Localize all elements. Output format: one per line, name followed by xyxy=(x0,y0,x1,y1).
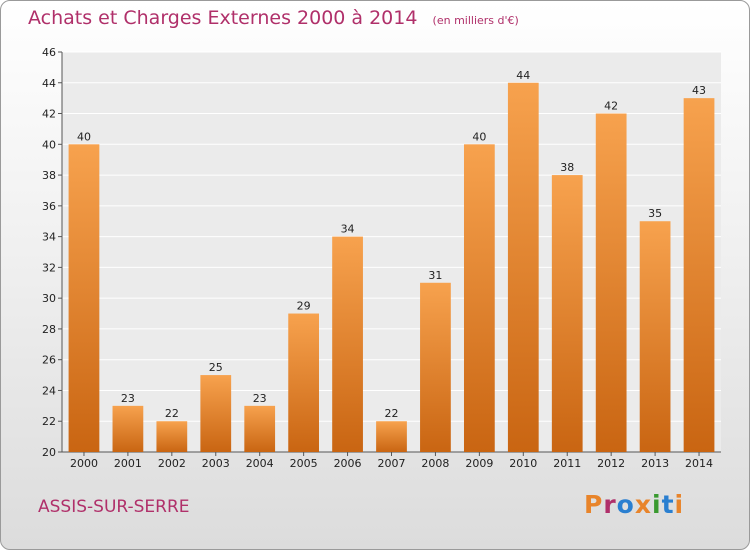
y-tick-label: 30 xyxy=(42,292,56,305)
title-row: Achats et Charges Externes 2000 à 2014 (… xyxy=(28,7,519,29)
x-tick-label-2011: 2011 xyxy=(553,457,581,470)
logo-letter: P xyxy=(584,490,604,519)
bar-2009 xyxy=(463,144,495,453)
y-tick-label: 44 xyxy=(42,77,56,90)
data-label-2005: 29 xyxy=(297,300,311,313)
y-tick-label: 34 xyxy=(42,231,56,244)
bar-2010 xyxy=(507,82,539,453)
data-label-2008: 31 xyxy=(428,269,442,282)
y-tick-label: 38 xyxy=(42,169,56,182)
bar-2013 xyxy=(639,221,671,452)
x-tick-label-2004: 2004 xyxy=(246,457,274,470)
x-tick-label-2013: 2013 xyxy=(641,457,669,470)
chart-subtitle: (en milliers d'€) xyxy=(432,14,519,27)
bar-2006 xyxy=(332,236,363,452)
x-tick-label-2002: 2002 xyxy=(158,457,186,470)
logo-letter: o xyxy=(616,490,635,519)
x-tick-label-2008: 2008 xyxy=(421,457,449,470)
y-tick-label: 42 xyxy=(42,108,56,121)
commune-name: ASSIS-SUR-SERRE xyxy=(38,497,190,517)
logo-letter: i xyxy=(652,490,662,519)
bar-2003 xyxy=(200,375,232,452)
x-tick-label-2007: 2007 xyxy=(378,457,406,470)
logo-letter: x xyxy=(634,490,652,519)
data-label-2001: 23 xyxy=(121,392,135,405)
y-tick-label: 36 xyxy=(42,200,56,213)
x-tick-label-2006: 2006 xyxy=(334,457,362,470)
y-tick-label: 26 xyxy=(42,354,56,367)
data-label-2007: 22 xyxy=(385,407,399,420)
bar-2004 xyxy=(244,405,276,452)
bar-2008 xyxy=(420,282,451,452)
x-tick-label-2014: 2014 xyxy=(685,457,713,470)
data-labels: 40 23 22 25 23 29 34 22 31 40 44 38 42 35 43 xyxy=(77,69,706,420)
y-tick-label: 24 xyxy=(42,384,56,397)
data-label-2006: 34 xyxy=(341,223,355,236)
data-label-2002: 22 xyxy=(165,407,179,420)
data-label-2013: 35 xyxy=(648,207,662,220)
data-label-2009: 40 xyxy=(472,130,486,143)
logo-letter: t xyxy=(661,490,675,519)
x-tick-label-2000: 2000 xyxy=(70,457,98,470)
x-tick-label-2010: 2010 xyxy=(509,457,537,470)
x-tick-label-2012: 2012 xyxy=(597,457,625,470)
y-tick-label: 40 xyxy=(42,138,56,151)
x-tick-label-2009: 2009 xyxy=(465,457,493,470)
bar-2001 xyxy=(112,405,144,452)
bar-2007 xyxy=(376,421,407,452)
y-tick-label: 22 xyxy=(42,415,56,428)
bars xyxy=(68,82,715,453)
proxiti-logo: Proxiti xyxy=(584,490,684,519)
chart-title: Achats et Charges Externes 2000 à 2014 xyxy=(28,7,418,29)
y-tick-label: 28 xyxy=(42,323,56,336)
data-label-2010: 44 xyxy=(516,69,530,82)
data-label-2003: 25 xyxy=(209,361,223,374)
x-tick-label-2005: 2005 xyxy=(290,457,318,470)
bar-2012 xyxy=(595,113,627,453)
bar-2000 xyxy=(68,144,100,453)
logo-letter: i xyxy=(674,490,685,519)
bar-2002 xyxy=(156,421,188,452)
x-tick-label-2003: 2003 xyxy=(202,457,230,470)
data-label-2000: 40 xyxy=(77,130,91,143)
data-label-2012: 42 xyxy=(604,100,618,113)
y-tick-label: 46 xyxy=(42,46,56,59)
data-label-2011: 38 xyxy=(560,161,574,174)
logo-letter: r xyxy=(603,490,617,519)
y-tick-label: 32 xyxy=(42,261,56,274)
data-label-2014: 43 xyxy=(692,84,706,97)
bar-2005 xyxy=(288,313,320,452)
bar-2014 xyxy=(683,98,715,453)
data-label-2004: 23 xyxy=(253,392,267,405)
bar-2011 xyxy=(551,175,583,453)
x-tick-label-2001: 2001 xyxy=(114,457,142,470)
y-tick-label: 20 xyxy=(42,446,56,459)
tick-labels: 20 22 24 26 28 30 32 34 36 38 40 42 44 46 2000 2001 2002… xyxy=(42,46,713,470)
